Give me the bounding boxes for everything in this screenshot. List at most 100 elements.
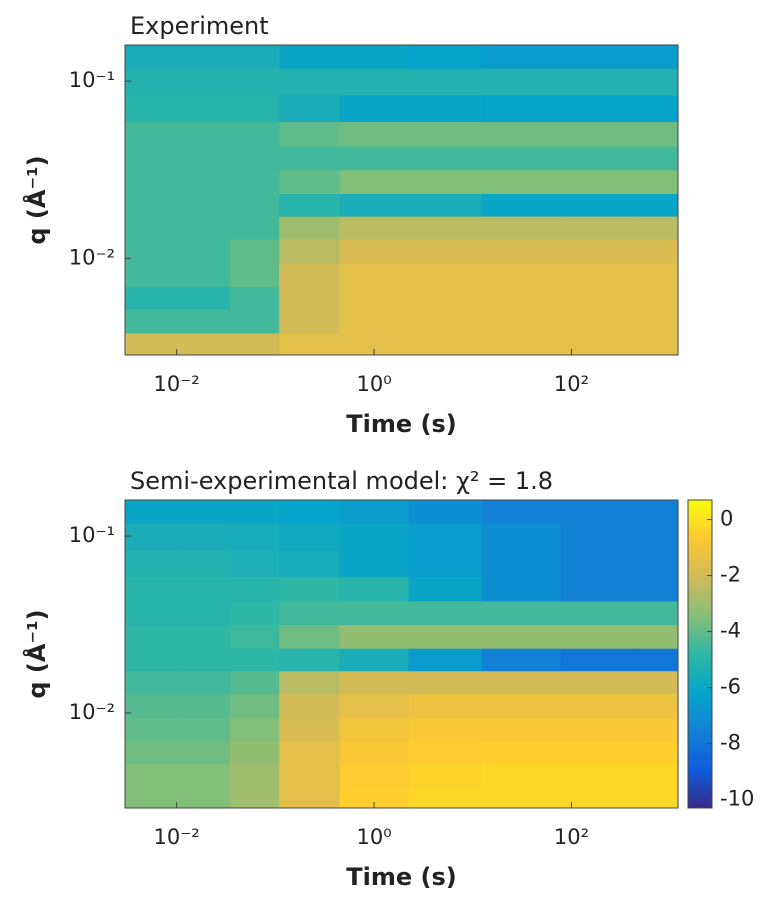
heat-cell	[481, 263, 562, 288]
heat-cell	[408, 741, 482, 764]
heat-cell	[279, 500, 341, 524]
heat-cell	[339, 523, 410, 551]
heat-cell	[560, 169, 634, 194]
heat-cell	[176, 146, 231, 171]
heat-cell	[176, 600, 231, 626]
heat-cell	[633, 193, 679, 217]
heat-cell	[408, 216, 482, 240]
chart-title: Semi-experimental model: χ² = 1.8	[130, 467, 553, 495]
heat-cell	[279, 263, 341, 288]
heat-cell	[176, 169, 231, 194]
heat-cell	[633, 121, 679, 147]
heat-cell	[176, 787, 231, 809]
heat-cell	[560, 717, 634, 742]
heat-cell	[481, 121, 562, 147]
heat-cell	[125, 763, 178, 788]
heat-cell	[125, 193, 178, 217]
heat-cell	[125, 576, 178, 602]
heat-cell	[125, 648, 178, 672]
heat-cell	[633, 45, 679, 69]
heat-cell	[229, 741, 280, 764]
heat-cell	[481, 146, 562, 171]
heat-cell	[560, 94, 634, 123]
heat-cell	[279, 286, 341, 310]
heat-cell	[339, 286, 410, 310]
heat-cell	[339, 693, 410, 719]
heat-cell	[633, 169, 679, 194]
heat-cell	[633, 286, 679, 310]
heat-cell	[176, 670, 231, 695]
heat-cell	[481, 239, 562, 264]
heat-cell	[279, 308, 341, 334]
heat-cell	[481, 216, 562, 240]
heat-cell	[339, 500, 410, 524]
x-tick-label: 10²	[554, 372, 589, 396]
heat-cell	[408, 717, 482, 742]
heat-cell	[481, 670, 562, 695]
heat-cell	[408, 45, 482, 69]
heat-cell	[560, 239, 634, 264]
heat-cell	[229, 216, 280, 240]
heat-cell	[633, 68, 679, 96]
heat-cell	[633, 648, 679, 672]
x-tick-label: 10²	[554, 825, 589, 849]
heat-cell	[633, 549, 679, 577]
y-axis-label: q (Å⁻¹)	[22, 609, 51, 698]
heat-cell	[481, 308, 562, 334]
y-tick-label: 10⁻¹	[69, 68, 115, 92]
colorbar-tick-label: -2	[720, 563, 741, 587]
heat-cell	[279, 121, 341, 147]
heat-cell	[560, 263, 634, 288]
heat-cell	[176, 193, 231, 217]
heat-cell	[339, 787, 410, 809]
heat-cell	[125, 670, 178, 695]
heat-cell	[408, 286, 482, 310]
heat-cell	[339, 263, 410, 288]
heat-cell	[408, 146, 482, 171]
heat-cell	[339, 308, 410, 334]
heat-cell	[125, 169, 178, 194]
heat-cell	[229, 549, 280, 577]
heat-cell	[125, 624, 178, 649]
heat-cell	[229, 600, 280, 626]
heat-cell	[560, 549, 634, 577]
heat-cell	[481, 500, 562, 524]
heat-cell	[176, 216, 231, 240]
colorbar-tick-label: -8	[720, 731, 741, 755]
heat-cell	[481, 332, 562, 356]
heat-cell	[229, 121, 280, 147]
heat-cell	[279, 741, 341, 764]
heat-cell	[633, 693, 679, 719]
heat-cell	[339, 549, 410, 577]
heat-cell	[176, 94, 231, 123]
heat-cell	[408, 68, 482, 96]
heat-cell	[633, 94, 679, 123]
heat-cell	[339, 600, 410, 626]
heat-cell	[339, 717, 410, 742]
heat-cell	[279, 332, 341, 356]
heat-cell	[481, 717, 562, 742]
heat-cell	[229, 94, 280, 123]
heat-cell	[229, 239, 280, 264]
heat-cell	[560, 693, 634, 719]
heat-cell	[408, 763, 482, 788]
heat-cell	[125, 717, 178, 742]
heat-cell	[339, 648, 410, 672]
colorbar-tick-label: -6	[720, 675, 741, 699]
heat-cell	[481, 576, 562, 602]
heat-cell	[125, 693, 178, 719]
heat-cell	[481, 193, 562, 217]
colorbar-tick-label: -10	[720, 787, 754, 811]
heat-cell	[481, 600, 562, 626]
heat-cell	[339, 624, 410, 649]
heat-cell	[279, 94, 341, 123]
heat-cell	[176, 45, 231, 69]
heat-cell	[279, 787, 341, 809]
heat-cell	[560, 146, 634, 171]
heat-cell	[481, 624, 562, 649]
heat-cell	[229, 308, 280, 334]
heat-cell	[279, 523, 341, 551]
heat-cell	[339, 239, 410, 264]
heat-cell	[229, 146, 280, 171]
